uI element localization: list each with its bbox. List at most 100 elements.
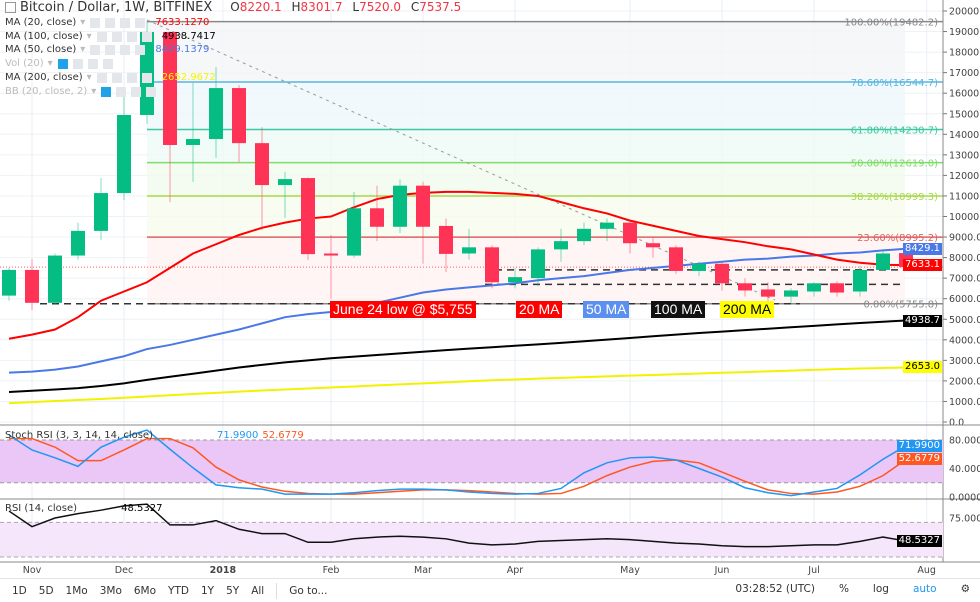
price-axis-label: 7633.1 xyxy=(903,259,942,272)
candle-body xyxy=(853,269,867,292)
fib-level-label: 61.80%(14230.7) xyxy=(851,126,938,137)
chevron-down-icon[interactable]: ▾ xyxy=(86,71,92,83)
chart-annotation[interactable]: June 24 low @ $5,755 xyxy=(330,301,476,318)
indicator-label: MA (50, close) xyxy=(5,44,77,56)
range-button-ytd[interactable]: YTD xyxy=(168,584,189,597)
indicator-legend: MA (20, close) ▾ 7633.1270 xyxy=(5,17,209,29)
close-icon[interactable] xyxy=(102,59,113,70)
close-icon[interactable] xyxy=(141,72,152,83)
candle-body xyxy=(669,247,683,271)
gear-icon[interactable] xyxy=(105,18,116,28)
price-tick-label: 0.0 xyxy=(949,418,964,429)
candle-body xyxy=(761,289,775,297)
price-tick-label: 3000.0 xyxy=(949,356,980,367)
chevron-down-icon[interactable]: ▾ xyxy=(47,58,53,70)
fib-zone xyxy=(147,195,905,238)
percent-toggle[interactable]: % xyxy=(838,583,849,595)
candle-body xyxy=(301,178,315,255)
fib-zone xyxy=(147,129,905,163)
plus-icon[interactable] xyxy=(87,59,98,70)
rsi-line xyxy=(8,503,907,548)
price-tick-label: 13000.0 xyxy=(949,150,980,161)
price-tick-label: 4000.0 xyxy=(949,335,980,346)
plus-icon[interactable] xyxy=(126,72,137,83)
range-button-5y[interactable]: 5Y xyxy=(226,584,240,597)
candle-body xyxy=(370,208,384,227)
range-button-6mo[interactable]: 6Mo xyxy=(133,584,157,597)
chevron-down-icon[interactable]: ▾ xyxy=(86,30,92,42)
candle-body xyxy=(439,225,453,254)
close-icon[interactable] xyxy=(135,18,146,28)
bottom-toolbar: 1D 5D 1Mo 3Mo 6Mo YTD 1Y 5Y All Go to... 03:28:5… xyxy=(0,578,980,602)
eye-icon[interactable] xyxy=(57,59,68,70)
price-tick-label: 10000.0 xyxy=(949,212,980,223)
indicator-label: MA (200, close) xyxy=(5,71,83,83)
stoch-k-value: 71.9900 xyxy=(217,430,259,441)
range-button-1y[interactable]: 1Y xyxy=(200,584,215,597)
range-button-3mo[interactable]: 3Mo xyxy=(99,584,122,597)
chart-annotation[interactable]: 200 MA xyxy=(720,301,775,318)
candle-body xyxy=(577,228,591,242)
ma50-line xyxy=(8,247,907,374)
range-button-5d[interactable]: 5D xyxy=(38,584,54,597)
plus-icon[interactable] xyxy=(120,45,131,56)
time-tick-label: Mar xyxy=(414,565,432,576)
chevron-down-icon[interactable]: ▾ xyxy=(80,44,86,56)
chevron-down-icon[interactable]: ▾ xyxy=(80,17,86,28)
candle-body xyxy=(508,277,522,283)
price-tick-label: 12000.0 xyxy=(949,171,980,182)
gear-icon[interactable] xyxy=(72,59,83,70)
plus-icon[interactable] xyxy=(131,86,142,97)
gear-icon[interactable] xyxy=(116,86,127,97)
auto-toggle[interactable]: auto xyxy=(912,583,937,595)
eye-icon[interactable] xyxy=(96,31,107,42)
goto-button[interactable]: Go to... xyxy=(289,584,328,597)
indicator-value: 8429.1379 xyxy=(155,44,210,56)
chart-annotation[interactable]: 50 MA xyxy=(583,301,630,318)
candle-body xyxy=(692,263,706,271)
collapse-icon[interactable] xyxy=(5,2,16,13)
close-icon[interactable] xyxy=(141,31,152,42)
fib-level-label: 50.00%(12619.0) xyxy=(851,159,938,170)
eye-icon[interactable] xyxy=(90,18,101,28)
fib-zone xyxy=(147,162,905,196)
indicator-legend: MA (200, close) ▾ 2652.9672 xyxy=(5,72,216,84)
range-button-1d[interactable]: 1D xyxy=(12,584,27,597)
log-toggle[interactable]: log xyxy=(872,583,889,595)
range-button-all[interactable]: All xyxy=(251,584,265,597)
candle-body xyxy=(600,222,614,229)
symbol-title: Bitcoin / Dollar, 1W, BITFINEX xyxy=(20,0,213,15)
time-tick-label: Jun xyxy=(714,565,730,576)
chart-annotation[interactable]: 100 MA xyxy=(651,301,706,318)
price-axis-label: 4938.7 xyxy=(903,314,942,327)
gear-icon[interactable] xyxy=(111,72,122,83)
indicator-legend: BB (20, close, 2) ▾ xyxy=(5,86,166,98)
candle-body xyxy=(255,143,269,186)
price-tick-label: 15000.0 xyxy=(949,109,980,120)
eye-icon[interactable] xyxy=(96,72,107,83)
candle-body xyxy=(876,253,890,270)
plus-icon[interactable] xyxy=(120,18,131,28)
eye-icon[interactable] xyxy=(101,86,112,97)
candle-body xyxy=(48,255,62,303)
indicator-value: 2652.9672 xyxy=(161,71,216,83)
gear-icon[interactable]: ⚙ xyxy=(960,583,970,595)
indicator-label: MA (20, close) xyxy=(5,17,77,28)
gear-icon[interactable] xyxy=(111,31,122,42)
chart-annotation[interactable]: 20 MA xyxy=(516,301,563,318)
price-tick-label: 17000.0 xyxy=(949,68,980,79)
ma20-line xyxy=(8,190,907,340)
gear-icon[interactable] xyxy=(105,45,116,56)
close-icon[interactable] xyxy=(146,86,157,97)
candle-body xyxy=(715,263,729,284)
stoch-tick-label: 80.0000 xyxy=(949,436,980,447)
plus-icon[interactable] xyxy=(126,31,137,42)
close-icon[interactable] xyxy=(135,45,146,56)
indicator-legend: MA (50, close) ▾ 8429.1379 xyxy=(5,44,209,56)
chevron-down-icon[interactable]: ▾ xyxy=(91,85,97,97)
stoch-tick-label: 0.0000 xyxy=(949,493,980,504)
range-button-1mo[interactable]: 1Mo xyxy=(65,584,88,597)
candle-body xyxy=(416,185,430,227)
eye-icon[interactable] xyxy=(90,45,101,56)
